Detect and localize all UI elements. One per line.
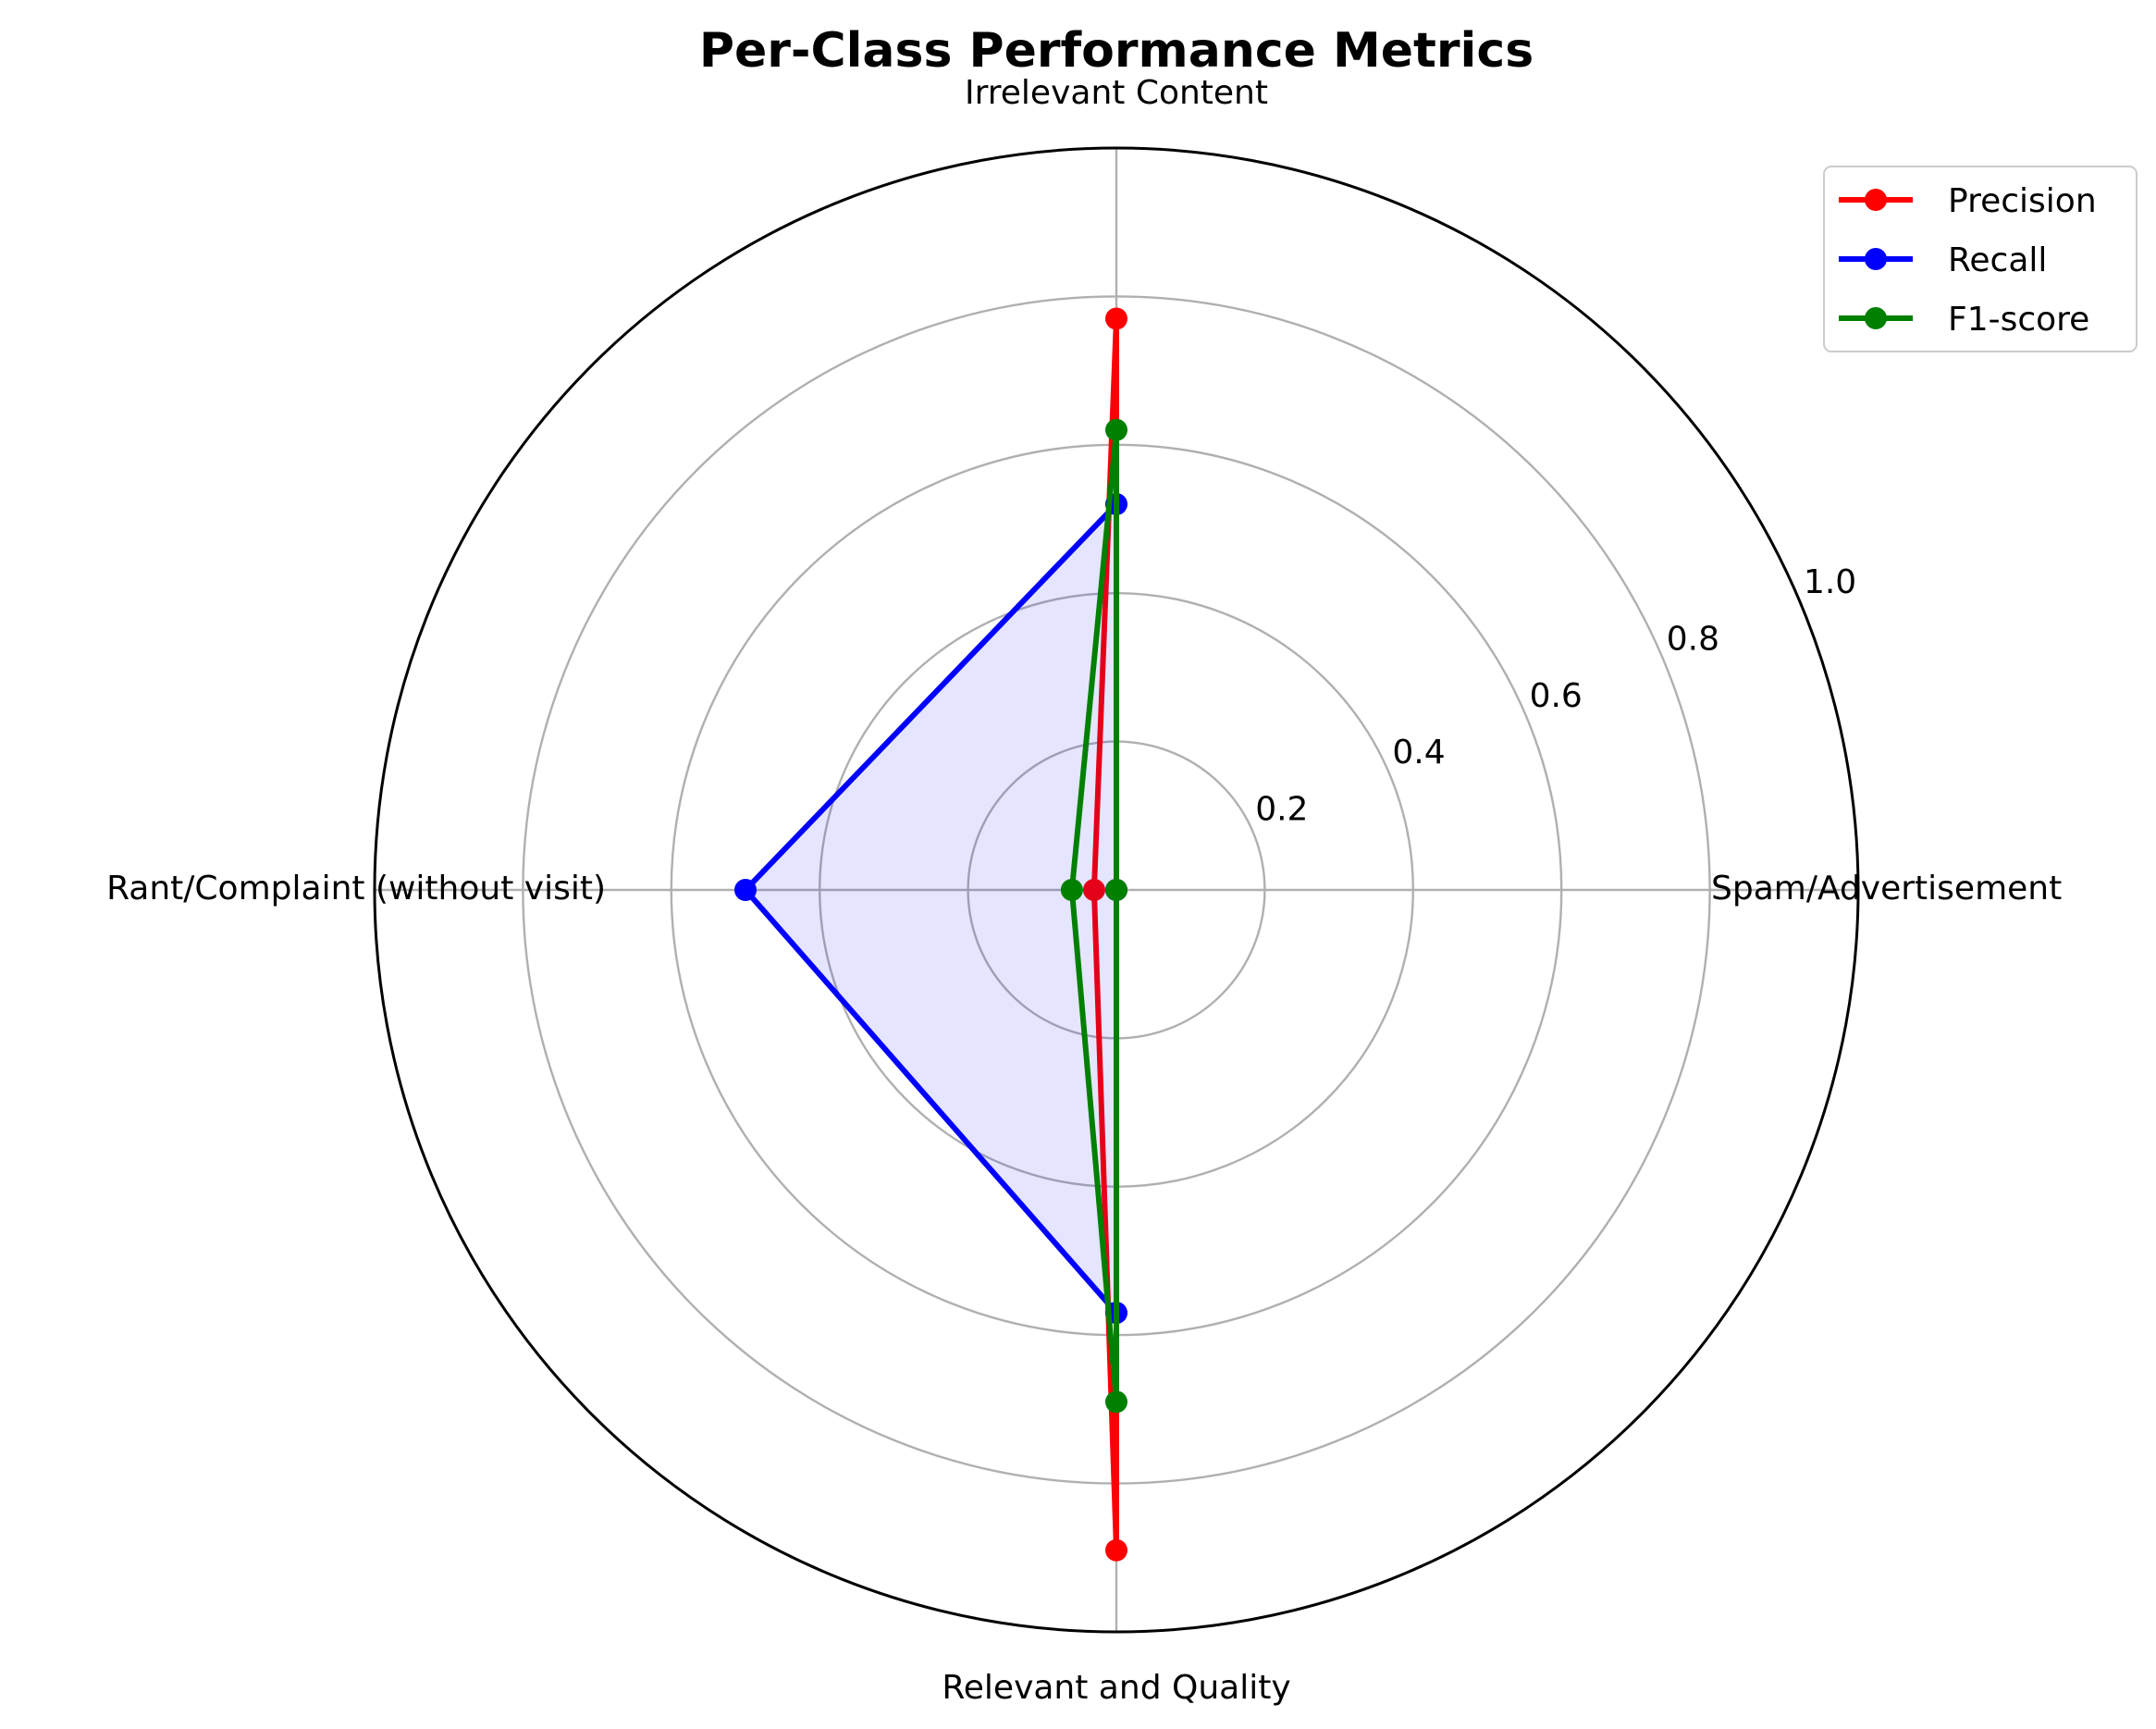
legend-swatch-marker xyxy=(1865,307,1887,329)
data-point-precision xyxy=(1105,1538,1127,1562)
r-tick-label: 0.8 xyxy=(1667,620,1719,658)
legend-swatch-marker xyxy=(1865,248,1887,270)
series-fill-recall xyxy=(745,504,1116,1314)
legend-label: Precision xyxy=(1948,182,2097,220)
data-point-recall xyxy=(734,879,757,901)
data-point-f1-score xyxy=(1105,879,1127,901)
series-f1-score xyxy=(1060,418,1127,1414)
legend-label: F1-score xyxy=(1948,301,2089,339)
legend-frame xyxy=(1823,166,2138,352)
category-label: Irrelevant Content xyxy=(965,74,1268,112)
label-layer: 0.2 0.4 0.6 0.8 1.0 Spam/Advertisement Irrelev… xyxy=(106,74,2062,1707)
r-tick-label: 0.2 xyxy=(1255,791,1308,829)
chart-title: Per-Class Performance Metrics xyxy=(699,23,1534,79)
legend-item: Precision xyxy=(1839,182,2097,220)
outer-frame xyxy=(373,146,1860,1634)
legend-item: Recall xyxy=(1839,241,2047,279)
legend-item: F1-score xyxy=(1839,301,2089,339)
data-point-f1-score xyxy=(1060,879,1083,901)
category-label: Spam/Advertisement xyxy=(1711,870,2062,908)
legend-swatch-marker xyxy=(1865,189,1887,211)
series-recall xyxy=(734,492,1127,1325)
r-tick-label: 1.0 xyxy=(1804,563,1856,601)
data-point-f1-score xyxy=(1105,418,1127,441)
category-label: Rant/Complaint (without visit) xyxy=(106,870,606,908)
r-tick-label: 0.4 xyxy=(1392,734,1445,772)
data-point-f1-score xyxy=(1105,1390,1127,1414)
legend: Precision Recall F1-score xyxy=(1823,166,2138,352)
data-point-precision xyxy=(1082,879,1105,901)
legend-label: Recall xyxy=(1948,241,2047,279)
data-point-precision xyxy=(1105,307,1127,330)
category-label: Relevant and Quality xyxy=(942,1669,1290,1707)
series-layer xyxy=(734,307,1127,1562)
r-tick-label: 0.6 xyxy=(1530,677,1583,715)
